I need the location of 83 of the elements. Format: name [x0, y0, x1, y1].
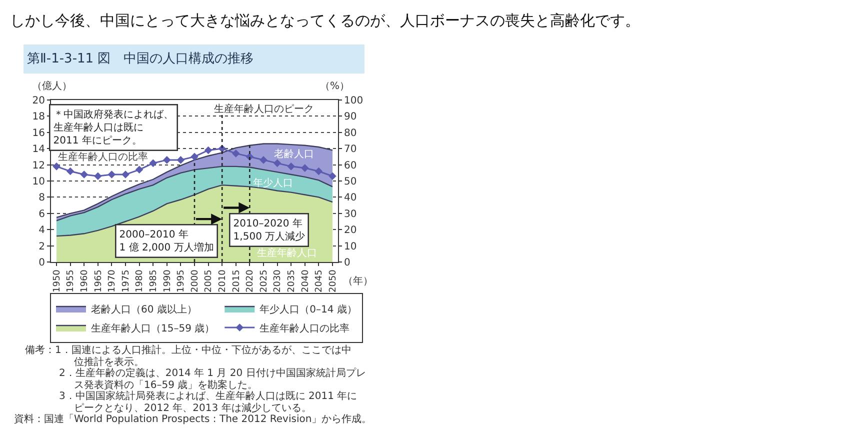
x-tick-label: 2035: [287, 270, 298, 293]
x-tick-label: 1990: [162, 269, 173, 293]
annotation: ＊中国政府発表によれば、生産年齢人口は既に2011 年にピーク。: [53, 108, 174, 146]
point: [260, 156, 268, 164]
annotation: 2000–2010 年1 億 2,000 万人増加: [119, 228, 214, 254]
x-tick-label: 2030: [273, 269, 284, 293]
point: [108, 170, 116, 178]
point: [190, 152, 198, 161]
point: [273, 159, 282, 168]
x-axis-title: （年）: [343, 275, 373, 287]
ref-line-label: 生産年齢人口のピーク: [214, 103, 314, 115]
annotation: 老齢人口: [274, 148, 314, 160]
x-tick-label: 2040: [300, 269, 311, 293]
y2-axis-title: （%）: [320, 81, 350, 92]
x-tick-label: 1965: [94, 270, 104, 293]
y-tick-label: 12: [32, 160, 45, 172]
legend-label: 生産年齢人口（15–59 歳）: [91, 322, 215, 334]
y-tick-label: 4: [38, 225, 45, 236]
x-tick-label: 1975: [121, 270, 132, 293]
point: [66, 167, 74, 176]
y-tick-label: 2: [38, 241, 45, 252]
x-tick-label: 1970: [108, 269, 118, 293]
point: [94, 172, 102, 180]
annotation: 生産年齢人口: [257, 247, 317, 259]
y-tick-label: 20: [32, 96, 45, 106]
x-tick-label: 1995: [176, 270, 187, 293]
point: [204, 146, 212, 154]
y-tick-label: 14: [32, 144, 45, 156]
chart-subtitle: 第Ⅱ-1-3-11 図 中国の人口構成の推移: [27, 52, 254, 66]
legend-label: 生産年齢人口の比率: [260, 322, 350, 334]
point: [80, 170, 88, 178]
point: [135, 166, 144, 174]
y2-tick-label: 30: [344, 208, 357, 220]
point: [176, 156, 185, 164]
y2-tick-label: 90: [344, 112, 357, 123]
x-tick-label: 2010: [218, 269, 228, 293]
y-tick-label: 18: [32, 112, 45, 123]
annotation: 2010–2020 年1,500 万人減少: [233, 217, 306, 242]
y-tick-label: 8: [38, 192, 45, 204]
point: [314, 167, 323, 176]
x-tick-label: 2050: [328, 269, 338, 293]
y-tick-label: 10: [32, 176, 45, 188]
point: [328, 172, 336, 180]
y2-tick-label: 40: [344, 192, 357, 204]
y2-tick-label: 0: [344, 258, 350, 268]
point: [52, 162, 60, 170]
y2-tick-label: 10: [344, 241, 357, 252]
point: [122, 170, 130, 178]
legend-label: 老齢人口（60 歳以上）: [91, 303, 197, 316]
legend-label: 年少人口（0–14 歳）: [260, 303, 357, 316]
x-tick-label: 2025: [259, 270, 270, 293]
x-tick-label: 1960: [80, 269, 90, 293]
annotation: 年少人口: [253, 177, 293, 189]
y-tick-label: 16: [32, 128, 45, 139]
text: 2．生産年齢の定義は、2014 年 1 月 20 日付け中国国家統計局プレス発表資料の「16–59 歳」を勘案した。: [59, 367, 366, 391]
x-tick-label: 2000: [190, 269, 200, 293]
x-tick-label: 2005: [204, 270, 214, 293]
point: [163, 156, 171, 164]
y2-tick-label: 80: [344, 128, 357, 139]
point: [300, 164, 309, 172]
point: [149, 159, 158, 168]
x-tick-label: 1985: [149, 270, 160, 293]
x-tick-label: 2015: [232, 270, 242, 293]
y2-tick-label: 50: [344, 176, 357, 188]
y2-tick-label: 20: [344, 225, 357, 236]
text: 備考：1．国連による人口推計。上位・中位・下位があるが、ここでは中位推計を表示。: [25, 344, 352, 368]
y2-tick-label: 100: [344, 96, 364, 106]
text: 資料：国連「World Population Prospects : The 2012 Revision」から作成。: [14, 413, 372, 425]
y-tick-label: 6: [38, 208, 45, 220]
y2-tick-label: 60: [344, 160, 357, 172]
annotation: 生産年齢人口の比率: [58, 151, 148, 163]
point: [232, 150, 240, 158]
x-tick-label: 2020: [246, 269, 256, 293]
point: [287, 162, 295, 170]
y-axis-title: （億人）: [32, 80, 72, 92]
x-tick-label: 2045: [314, 270, 325, 293]
chart-title: しかし今後、中国にとって大きな悩みとなってくるのが、人口ボーナスの喪失と高齢化です。: [10, 11, 640, 30]
text: 3．中国国家統計局発表によれば、生産年齢人口は既に 2011 年にピークとなり、2012 年、2013 年は減少している。: [59, 390, 358, 414]
y-tick-label: 0: [38, 258, 45, 268]
x-tick-label: 1950: [52, 269, 62, 293]
y2-tick-label: 70: [344, 144, 357, 156]
x-tick-label: 1980: [135, 269, 146, 293]
x-tick-label: 1955: [66, 270, 76, 293]
